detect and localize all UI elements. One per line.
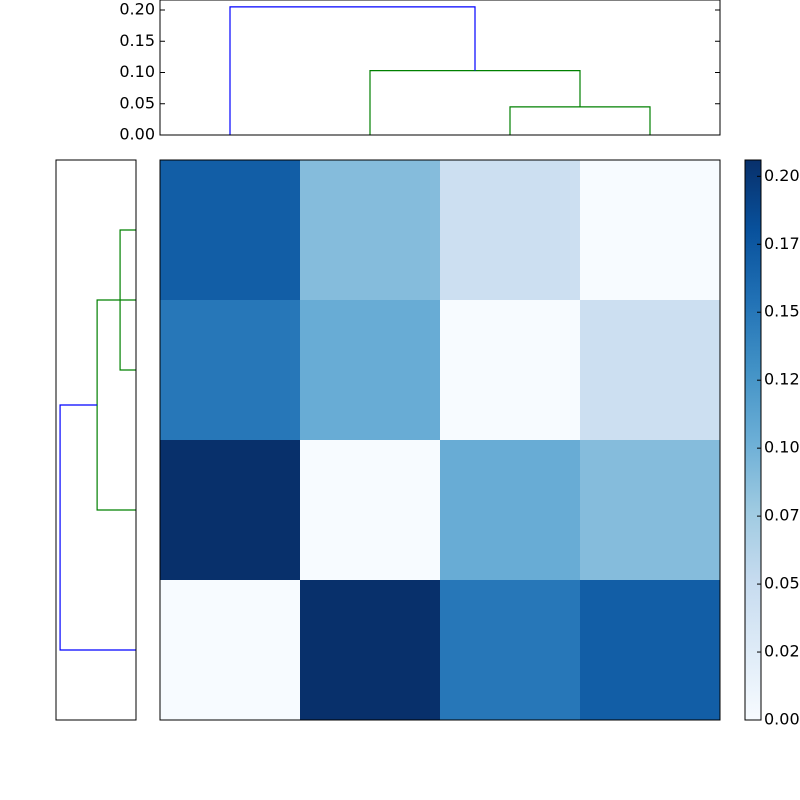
axes-frame [159, 0, 721, 136]
colorbar-tick-label: 0.20 [764, 166, 800, 185]
heatmap-cell [580, 300, 721, 441]
colorbar-tick-label: 0.12 [764, 370, 800, 389]
heatmap-cell [440, 580, 581, 721]
colorbar-tick-label: 0.00 [764, 710, 800, 729]
y-tick-label: 0.10 [119, 62, 155, 81]
heatmap-cell [300, 440, 441, 581]
heatmap-cell [440, 440, 581, 581]
y-tick-label: 0.15 [119, 31, 155, 50]
dendrogram-link [59, 404, 136, 651]
heatmap-cell [580, 580, 721, 721]
dendrogram-link [509, 106, 651, 135]
y-tick-label: 0.20 [119, 0, 155, 19]
heatmap-cell [580, 440, 721, 581]
dendrogram-link [229, 6, 476, 135]
heatmap-cell [160, 580, 301, 721]
colorbar-tick-label: 0.10 [764, 438, 800, 457]
y-tick-label: 0.00 [119, 125, 155, 144]
dendrogram-link [96, 299, 136, 511]
heatmap-cell [580, 160, 721, 301]
heatmap-cell [300, 160, 441, 301]
dendrogram-link [369, 70, 581, 135]
colorbar [744, 159, 762, 721]
colorbar-tick-label: 0.02 [764, 642, 800, 661]
heatmap-cell [300, 300, 441, 441]
y-tick-label: 0.05 [119, 93, 155, 112]
axes-frame [55, 159, 137, 721]
colorbar-tick-label: 0.05 [764, 574, 800, 593]
heatmap-cell [160, 300, 301, 441]
heatmap-cell [440, 160, 581, 301]
heatmap-cell [160, 440, 301, 581]
heatmap-cell [300, 580, 441, 721]
heatmap-cell [160, 160, 301, 301]
colorbar-tick-label: 0.07 [764, 506, 800, 525]
colorbar-tick-label: 0.17 [764, 234, 800, 253]
colorbar-tick-label: 0.15 [764, 302, 800, 321]
heatmap-cell [440, 300, 581, 441]
plots: 0.00 0.05 0.10 0.15 0.20 0.00 0.02 0.05 0.07 0.10… [55, 0, 800, 729]
axes-frame [159, 159, 721, 721]
